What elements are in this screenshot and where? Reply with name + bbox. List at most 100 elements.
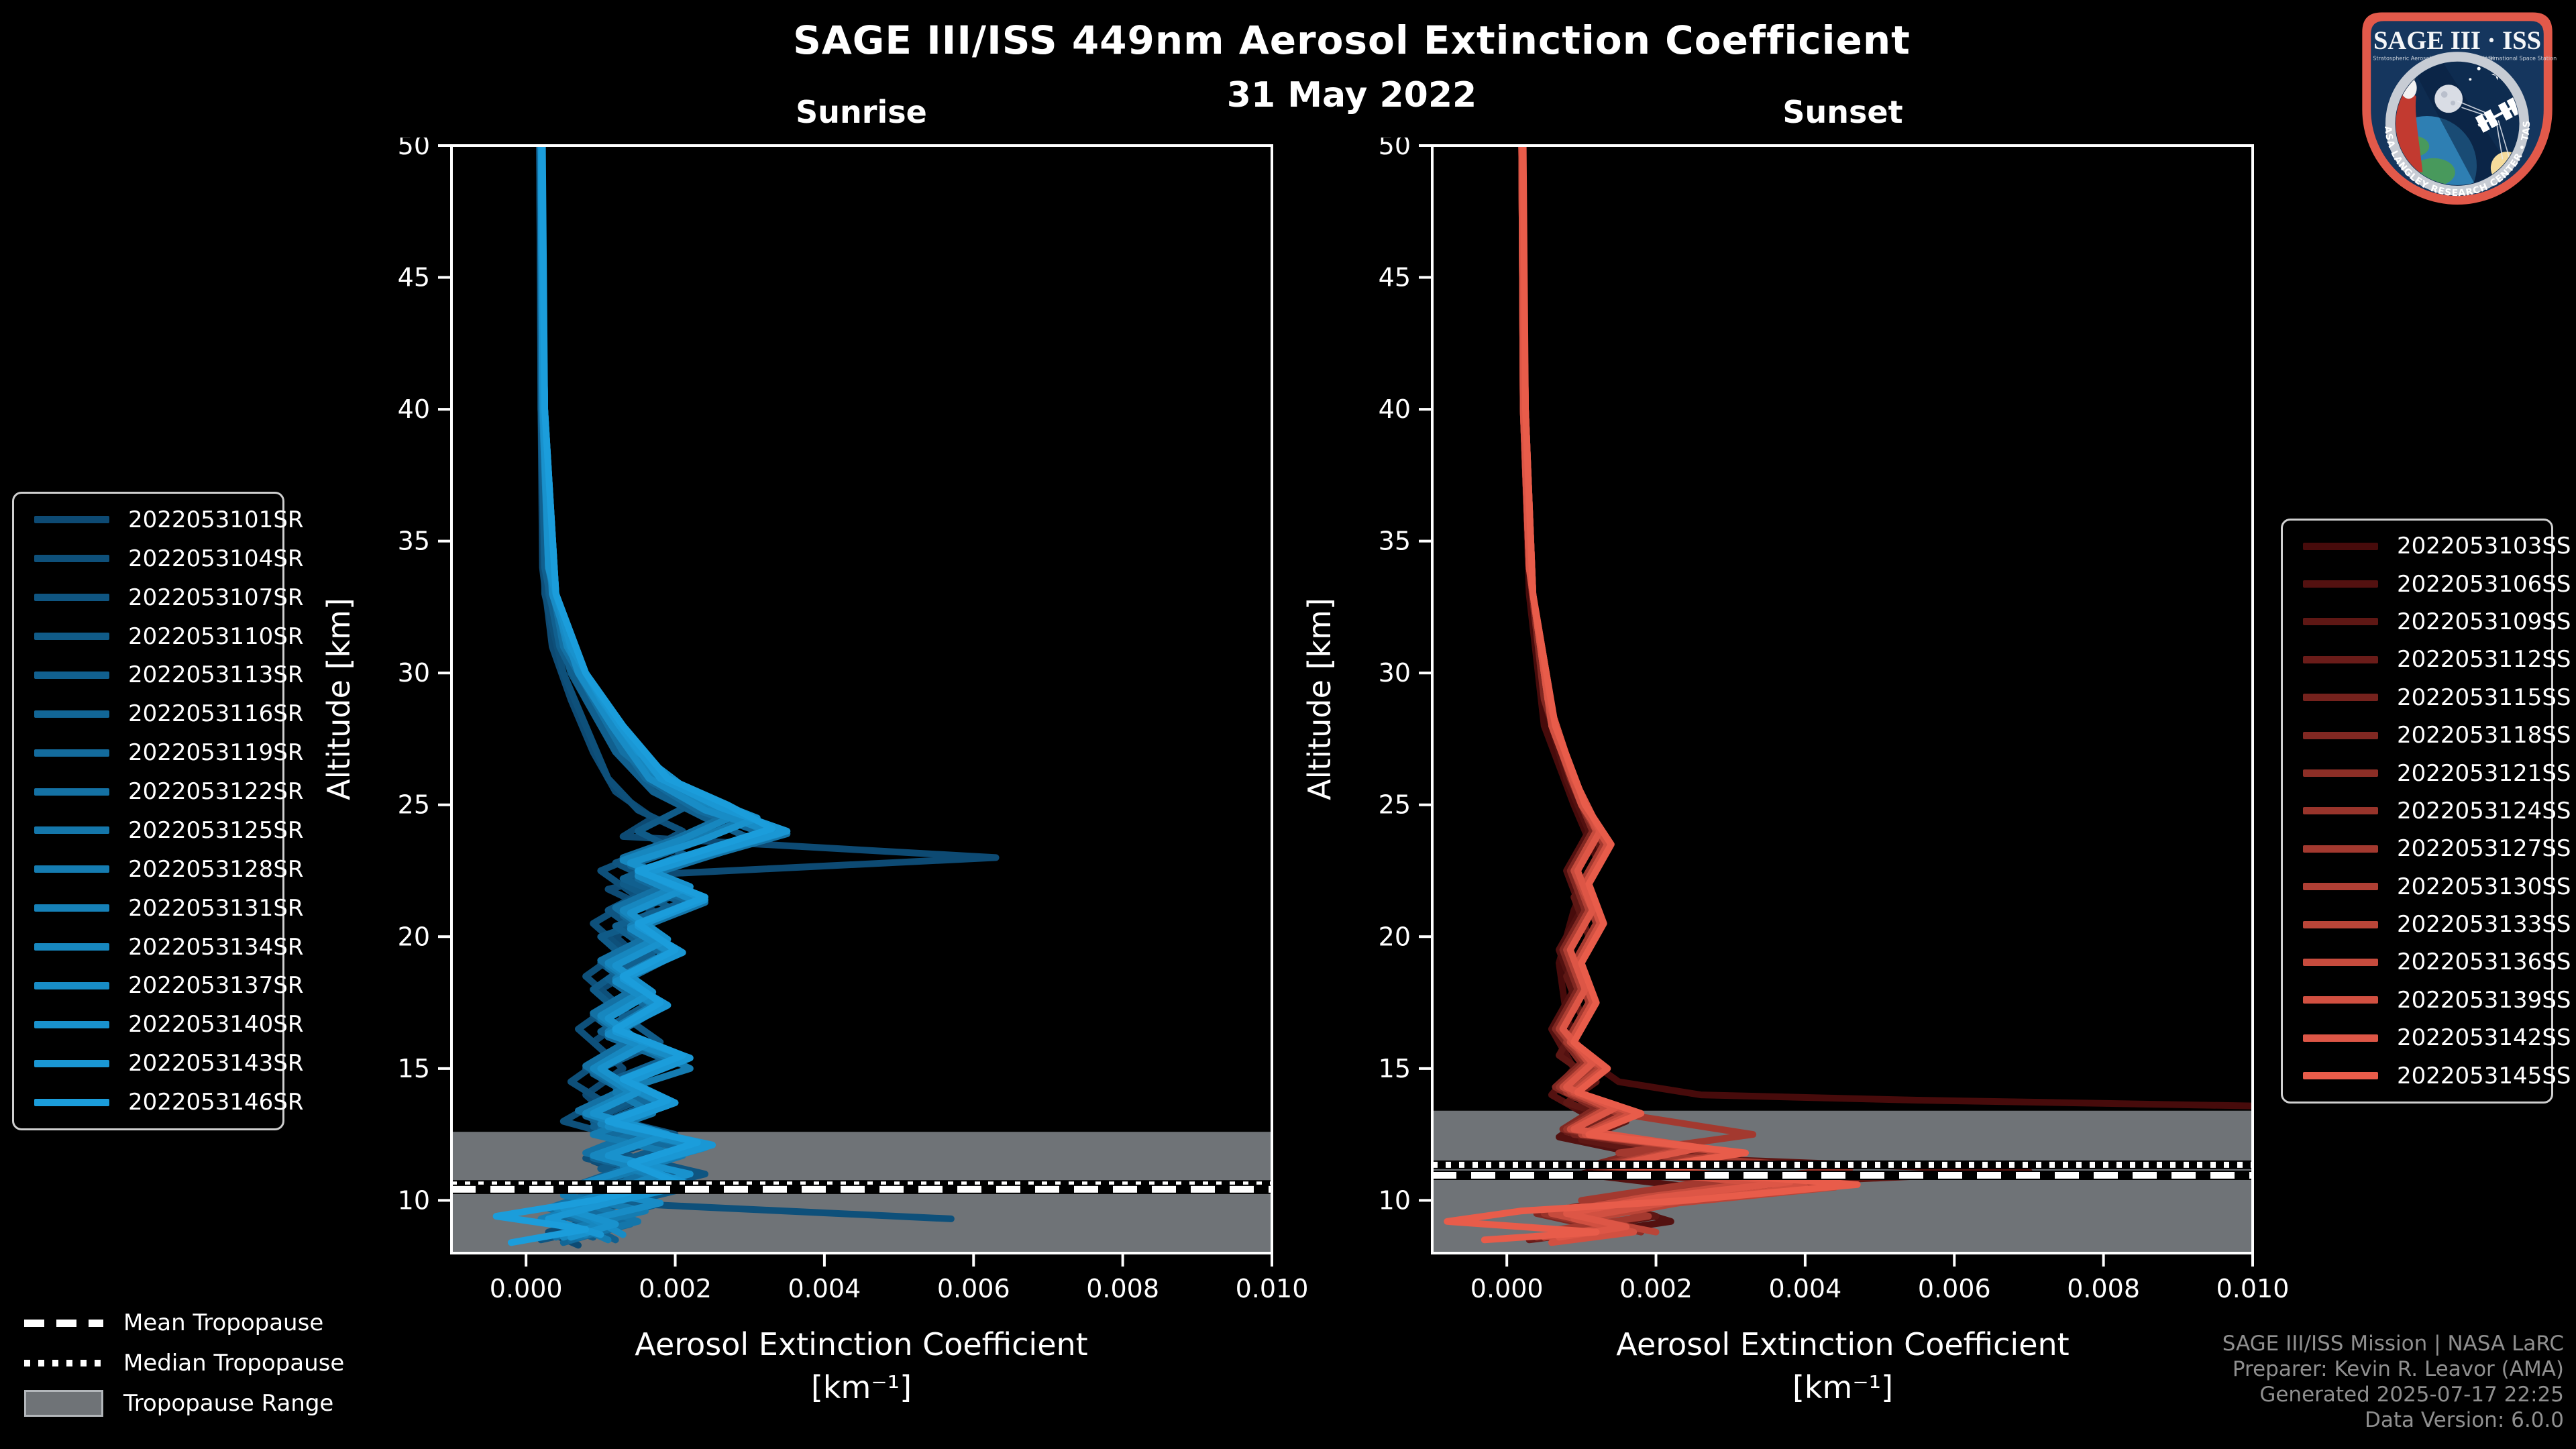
legend-event-label: 2022053130SS <box>2397 873 2571 900</box>
logo-moon <box>2434 85 2463 113</box>
y-tick-label: 10 <box>1379 1185 1411 1215</box>
legend-item: 2022053121SS <box>2283 760 2571 787</box>
legend-event-label: 2022053122SR <box>128 778 304 806</box>
legend-item: 2022053107SR <box>14 584 304 611</box>
legend-event-label: 2022053128SR <box>128 855 304 883</box>
profile-line-2022053115SS <box>1518 146 1794 1236</box>
legend-item: 2022053139SS <box>2283 987 2571 1014</box>
panel-title-sunrise: Sunrise <box>796 94 927 130</box>
profile-line-2022053136SS <box>1518 146 1764 1241</box>
legend-event-label: 2022053119SR <box>128 739 304 767</box>
legend-item: 2022053118SS <box>2283 722 2571 749</box>
legend-item: 2022053122SR <box>14 778 304 805</box>
logo-title: SAGE III · ISS <box>2373 27 2541 55</box>
legend-line-swatch <box>2303 618 2378 626</box>
legend-line-swatch <box>2303 1034 2378 1042</box>
y-tick-label: 40 <box>398 394 430 424</box>
sunset-plot-area: 0.000 0.002 0.004 0.006 0.008 0.010 10 15 20 25 30… <box>1332 131 2304 1343</box>
x-tick-label: 0.002 <box>1619 1274 1693 1303</box>
page-title: SAGE III/ISS 449nm Aerosol Extinction Co… <box>793 17 1911 63</box>
legend-line-swatch <box>2303 958 2378 966</box>
legend-event-label: 2022053107SR <box>128 584 304 611</box>
legend-line-swatch <box>2303 542 2378 550</box>
x-axis-label-sunrise: Aerosol Extinction Coefficient [km⁻¹] <box>635 1326 1088 1405</box>
legend-line-swatch <box>2303 807 2378 815</box>
sunset-chart-svg: 0.000 0.002 0.004 0.006 0.008 0.010 10 15 20 25 30… <box>1379 131 2290 1303</box>
legend-event-label: 2022053125SR <box>128 816 304 844</box>
profile-line-2022053118SS <box>1518 146 1734 1241</box>
legend-item: 2022053106SS <box>2283 571 2571 598</box>
plot-frame <box>450 144 1273 1254</box>
sunrise-event-legend: 2022053101SR 2022053104SR 2022053107SR 2022… <box>12 492 304 1130</box>
legend-event-label: 2022053143SR <box>128 1050 304 1077</box>
legend-item: 2022053127SS <box>2283 835 2571 862</box>
legend-item: 2022053104SR <box>14 545 304 572</box>
sage-iss-mission-logo: SAGE III · ISS Stratospheric Aerosol and… <box>2349 5 2557 205</box>
legend-event-label: 2022053137SR <box>128 972 304 1000</box>
legend-item: 2022053143SR <box>14 1050 304 1077</box>
legend-item: 2022053145SS <box>2283 1063 2571 1089</box>
legend-item: 2022053128SR <box>14 856 304 883</box>
y-tick-label: 20 <box>398 922 430 951</box>
legend-item: 2022053146SR <box>14 1089 304 1116</box>
y-tick-label: 35 <box>1379 527 1411 556</box>
x-tick-label: 0.010 <box>1236 1274 1309 1303</box>
dashed-swatch <box>24 1319 103 1327</box>
legend-event-label: 2022053146SR <box>128 1089 304 1116</box>
y-tick-label: 15 <box>398 1054 430 1083</box>
y-tick-label: 15 <box>1379 1054 1411 1083</box>
legend-event-label: 2022053118SS <box>2397 722 2571 749</box>
page-subtitle: 31 May 2022 <box>1226 75 1477 115</box>
legend-item: 2022053142SS <box>2283 1024 2571 1051</box>
sunrise-chart-svg: 0.000 0.002 0.004 0.006 0.008 0.010 10 15 20 25 30… <box>398 131 1309 1303</box>
legend-line-swatch <box>34 865 109 873</box>
x-tick-label: 0.000 <box>1470 1274 1544 1303</box>
legend-item: 2022053109SS <box>2283 608 2571 635</box>
panel-title-sunset: Sunset <box>1782 94 1903 130</box>
legend-event-label: 2022053104SR <box>128 545 304 572</box>
legend-line-swatch <box>34 555 109 563</box>
y-tick-label: 30 <box>398 658 430 688</box>
legend-item: 2022053134SR <box>14 934 304 961</box>
sunset-event-legend: 2022053103SS 2022053106SS 2022053109SS 2022… <box>2281 519 2571 1104</box>
legend-item: 2022053112SS <box>2283 646 2571 673</box>
tropopause-legend-label: Tropopause Range <box>123 1390 334 1417</box>
legend-event-label: 2022053136SS <box>2397 949 2571 976</box>
sunrise-profiles <box>492 146 1000 1249</box>
x-tick-label: 0.010 <box>2216 1274 2290 1303</box>
plot-frame <box>1431 144 2254 1254</box>
legend-event-label: 2022053127SS <box>2397 835 2571 863</box>
x-tick-label: 0.006 <box>937 1274 1010 1303</box>
legend-line-swatch <box>34 516 109 524</box>
tropopause-legend-item-dashed: Mean Tropopause <box>24 1303 344 1343</box>
legend-event-label: 2022053116SR <box>128 700 304 728</box>
legend-event-label: 2022053140SR <box>128 1011 304 1038</box>
legend-event-label: 2022053110SR <box>128 623 304 650</box>
x-tick-label: 0.008 <box>2067 1274 2140 1303</box>
sunset-profiles <box>1444 146 2253 1246</box>
profile-line-2022053112SS <box>1518 146 1764 1244</box>
logo-shadow-beam <box>2412 62 2512 186</box>
legend-line-swatch <box>34 1098 109 1106</box>
tropopause-legend-item-patch: Tropopause Range <box>24 1383 344 1424</box>
dotted-swatch <box>24 1360 103 1366</box>
logo-subtitle-right: International Space Station <box>2483 55 2557 61</box>
legend-line-swatch <box>2303 920 2378 928</box>
y-tick-label: 20 <box>1379 922 1411 951</box>
legend-event-label: 2022053124SS <box>2397 797 2571 824</box>
profile-line-2022053146SR <box>492 146 776 1246</box>
attribution-preparer: Preparer: Kevin R. Leavor (AMA) <box>2232 1357 2564 1381</box>
legend-event-label: 2022053106SS <box>2397 570 2571 598</box>
legend-line-swatch <box>2303 580 2378 588</box>
legend-item: 2022053125SR <box>14 817 304 844</box>
legend-line-swatch <box>2303 694 2378 702</box>
legend-line-swatch <box>34 904 109 912</box>
y-tick-label: 35 <box>398 527 430 556</box>
legend-item: 2022053119SR <box>14 739 304 766</box>
y-axis-label-sunset: Altitude [km] <box>1301 598 1338 800</box>
attribution-version: Data Version: 6.0.0 <box>2364 1408 2564 1432</box>
legend-item: 2022053131SR <box>14 895 304 922</box>
legend-event-label: 2022053134SR <box>128 933 304 961</box>
y-axis-label-sunrise: Altitude [km] <box>321 598 357 800</box>
legend-line-swatch <box>34 788 109 796</box>
